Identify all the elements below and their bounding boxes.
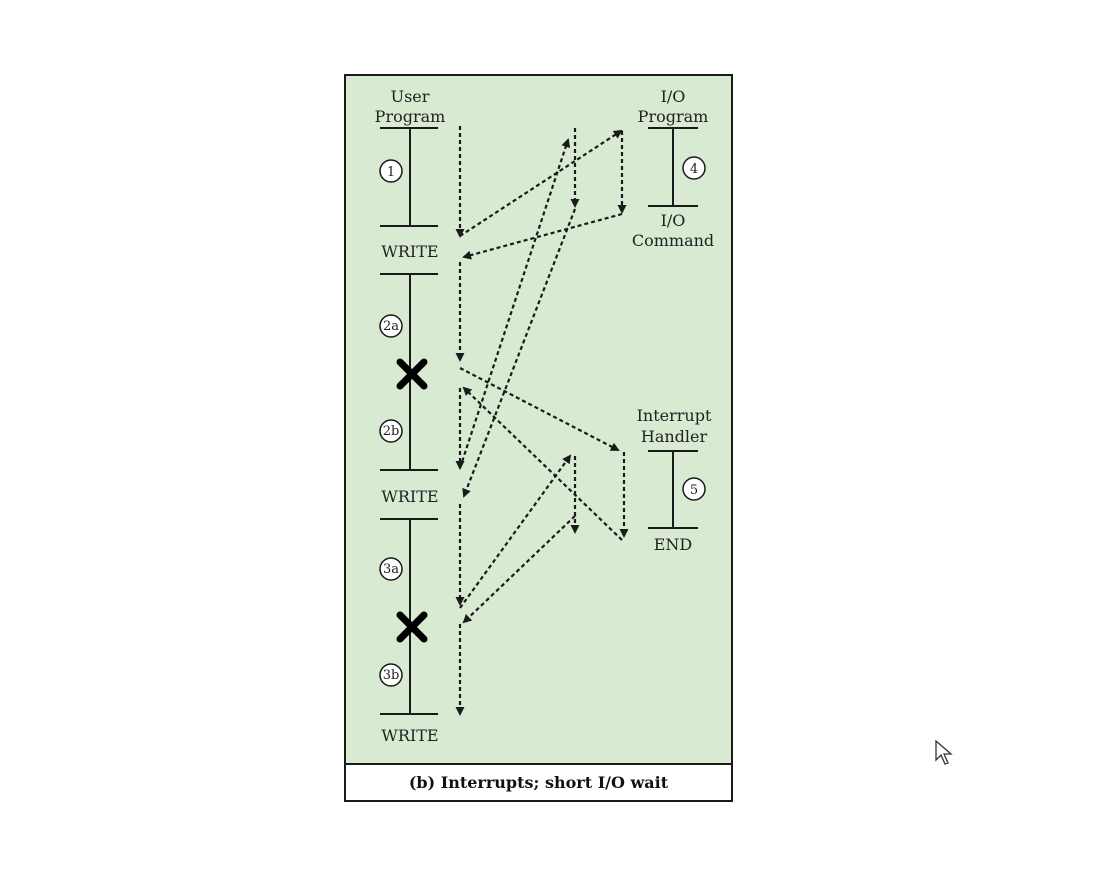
svg-text:4: 4: [690, 162, 698, 177]
segment-marker-2b: 2b: [379, 419, 403, 443]
io-command-label-2: Command: [632, 231, 714, 250]
io-program-label-2: Program: [638, 107, 709, 126]
svg-text:3b: 3b: [383, 668, 400, 683]
interrupt-handler-label-1: Interrupt: [637, 406, 712, 425]
svg-text:2b: 2b: [383, 424, 400, 439]
svg-text:1: 1: [387, 165, 395, 180]
figure-caption: (b) Interrupts; short I/O wait: [346, 763, 731, 800]
svg-text:5: 5: [690, 483, 698, 498]
io-command-label-1: I/O: [661, 211, 686, 230]
write-label-3: WRITE: [381, 726, 438, 745]
control-flow-arrows: [455, 126, 629, 716]
io-program-timeline: [648, 127, 698, 207]
segment-marker-3b: 3b: [379, 663, 403, 687]
segment-marker-5: 5: [682, 477, 706, 501]
user-program-label-2: Program: [375, 107, 446, 126]
flow-diagram: User Program I/O Program I/O Command Int…: [375, 87, 714, 745]
svg-text:3a: 3a: [383, 562, 399, 577]
write-label-1: WRITE: [381, 242, 438, 261]
segment-marker-4: 4: [682, 156, 706, 180]
svg-text:2a: 2a: [383, 319, 399, 334]
interrupt-handler-timeline: [648, 450, 698, 529]
write-label-2: WRITE: [381, 487, 438, 506]
mouse-cursor-icon: [935, 740, 953, 765]
end-label: END: [654, 535, 693, 554]
user-program-label-1: User: [391, 87, 430, 106]
user-program-timeline: [380, 127, 438, 715]
x-mark-icon: [396, 611, 428, 643]
interrupt-handler-label-2: Handler: [641, 427, 708, 446]
x-mark-icon: [396, 358, 428, 390]
segment-marker-3a: 3a: [379, 557, 403, 581]
segment-marker-2a: 2a: [379, 314, 403, 338]
segment-marker-1: 1: [379, 159, 403, 183]
io-program-label-1: I/O: [661, 87, 686, 106]
figure-panel: User Program I/O Program I/O Command Int…: [344, 74, 733, 802]
